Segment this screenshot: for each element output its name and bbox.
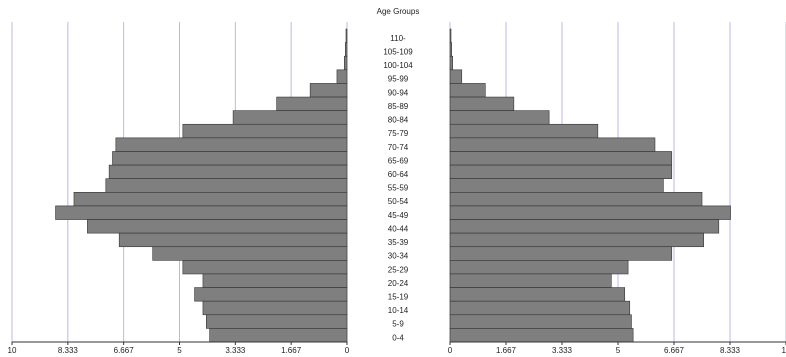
bar [449, 205, 731, 220]
category-label: 100-104 [383, 61, 413, 70]
category-label: 0-4 [392, 333, 404, 342]
category-label: 65-69 [388, 156, 409, 165]
x-tick-label: 5 [616, 346, 621, 355]
x-tick-label: 0 [448, 346, 453, 355]
bar [449, 151, 673, 166]
bar [449, 300, 631, 316]
bar [182, 123, 348, 139]
category-label: 10-14 [388, 306, 409, 315]
bar [115, 137, 348, 152]
category-label: 45-49 [388, 211, 409, 220]
bar [449, 246, 673, 261]
bar [344, 55, 348, 71]
category-label: 5-9 [392, 320, 404, 329]
bar [449, 219, 720, 234]
bar [232, 110, 348, 125]
bar [112, 151, 348, 166]
category-label: 20-24 [388, 279, 409, 288]
category-label: 110- [390, 34, 406, 43]
category-label: 15-19 [388, 292, 409, 301]
x-tick-label: 0 [345, 346, 350, 355]
bar [449, 83, 486, 98]
x-tick-label: 3.333 [552, 346, 573, 355]
chart-title: Age Groups [377, 7, 420, 16]
bar [449, 137, 656, 152]
bar [449, 314, 632, 329]
x-tick-label: 1.667 [281, 346, 302, 355]
category-label: 30-34 [388, 252, 409, 261]
bar [276, 96, 348, 111]
bar [108, 164, 348, 179]
bar [449, 273, 612, 288]
category-label: 55-59 [388, 184, 409, 193]
category-label: 75-79 [388, 129, 409, 138]
bar [336, 69, 348, 84]
bar [449, 96, 515, 111]
category-label: 85-89 [388, 102, 409, 111]
bar [449, 42, 452, 57]
bar [206, 314, 348, 329]
bar [182, 260, 348, 275]
x-tick-label: 10 [782, 346, 786, 355]
bar [202, 273, 348, 288]
bar [449, 232, 704, 248]
x-tick-label: 6.667 [664, 346, 685, 355]
bar [449, 69, 463, 84]
category-label: 80-84 [388, 116, 409, 125]
bar [449, 164, 673, 179]
bar [449, 192, 703, 207]
bar [449, 178, 664, 193]
bar [209, 328, 348, 343]
category-label: 25-29 [388, 265, 409, 274]
category-label: 105-109 [383, 48, 413, 57]
bar [345, 42, 348, 57]
bar [345, 28, 348, 43]
bar [55, 205, 348, 220]
bar [449, 260, 629, 275]
category-label: 95-99 [388, 75, 409, 84]
bar [449, 28, 452, 43]
x-tick-label: 3.333 [225, 346, 246, 355]
category-label: 50-54 [388, 197, 409, 206]
x-tick-label: 10 [8, 346, 17, 355]
bar [449, 55, 453, 71]
bar [449, 328, 634, 343]
bar [73, 192, 348, 207]
category-label: 40-44 [388, 224, 409, 233]
bar [449, 123, 599, 139]
bar [87, 219, 348, 234]
bar [202, 300, 348, 316]
bar [449, 287, 626, 302]
bar [118, 232, 348, 248]
category-label: 35-39 [388, 238, 409, 247]
x-tick-label: 1.667 [496, 346, 517, 355]
category-label: 60-64 [388, 170, 409, 179]
bar [449, 110, 550, 125]
x-tick-label: 8.333 [720, 346, 741, 355]
bar [105, 178, 348, 193]
bar [152, 246, 348, 261]
bar [309, 83, 348, 98]
x-tick-label: 8.333 [58, 346, 79, 355]
category-label: 90-94 [388, 88, 409, 97]
x-tick-label: 6.667 [114, 346, 135, 355]
bar [194, 287, 348, 302]
category-label: 70-74 [388, 143, 409, 152]
x-tick-label: 5 [177, 346, 182, 355]
